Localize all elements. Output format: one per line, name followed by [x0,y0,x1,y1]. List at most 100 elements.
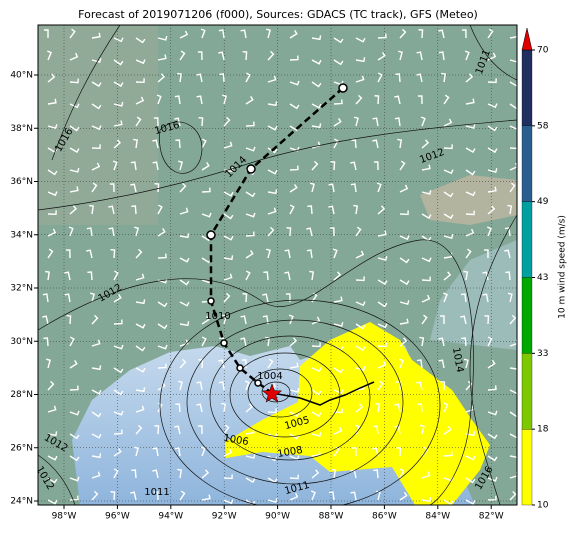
wind-barb [311,103,322,109]
wind-barb [267,189,278,195]
wind-barb [311,490,316,501]
wind-barb [42,315,49,325]
wind-barb [443,118,453,127]
wind-barb [113,389,124,396]
wind-barb [289,165,299,171]
wind-barb [416,359,423,369]
wind-barb [66,315,72,325]
wind-barb [69,336,75,347]
wind-barb [311,411,322,418]
wind-barb [91,389,102,395]
lon-label: 88°W [319,512,344,522]
wind-barb [465,380,473,391]
wind-barb [333,59,344,66]
wind-barb [419,424,425,435]
wind-barb [421,497,432,502]
lat-label: 32°N [10,284,33,294]
wind-barb [64,293,71,303]
wind-barb [157,204,163,215]
wind-barb [152,139,159,149]
wind-barb [267,101,278,107]
wind-barb [135,248,143,259]
wind-barb [223,273,233,281]
wind-barb [44,29,49,39]
wind-barb [285,293,291,303]
wind-barb [156,94,162,105]
wind-barb [113,367,124,374]
wind-barb [134,446,139,457]
wind-barb [179,257,190,263]
colorbar-label: 10 m wind speed (m/s) [558,215,568,319]
wind-barb [465,191,476,197]
wind-barb [266,28,271,39]
wind-barb [328,491,335,501]
wind-barb [179,301,190,307]
wind-barb [463,270,469,281]
wind-barb [487,78,497,84]
wind-barb [113,429,123,435]
wind-barb [245,121,255,127]
wind-barb [377,301,388,308]
wind-barb [421,213,432,220]
wind-barb [399,257,410,264]
isobar [159,299,441,505]
wind-barb [332,248,338,259]
wind-barb [267,226,275,237]
colorbar-tick-label: 49 [537,197,549,207]
lon-label: 96°W [105,512,130,522]
wind-barb [91,314,99,325]
wind-barb [153,491,159,501]
wind-barb [87,271,93,281]
wind-barb [465,147,476,154]
colorbar-tick-label: 58 [537,121,549,131]
wind-barb [460,293,467,303]
wind-barb [438,29,445,39]
wind-barb [91,453,102,459]
wind-barb [377,360,387,369]
wind-barb [47,124,58,130]
wind-barb [266,248,271,259]
wind-barb [351,139,357,149]
wind-barb [417,403,423,413]
wind-barb [201,315,210,325]
wind-barb [311,160,319,171]
wind-barb [91,162,101,171]
wind-barb [465,248,472,259]
wind-barb [399,28,407,39]
wind-barb [154,183,160,193]
wind-barb [113,344,124,350]
wind-barb [69,167,80,173]
wind-barb [487,410,498,416]
wind-barb [91,32,101,39]
wind-barb [154,425,160,435]
lon-label: 94°W [158,512,183,522]
wind-barb [91,144,101,150]
wind-barb [330,161,336,171]
wind-barbs [42,28,517,505]
isobar-label: 1004 [257,371,282,382]
wind-barb [69,186,79,193]
colorbar: 10 18 33 43 49 58 70 [521,27,549,511]
isobar-label: 1014 [450,347,465,374]
wind-barb [377,380,384,391]
wind-barb [463,358,469,369]
wind-barb [178,380,183,391]
wind-barb [289,55,299,61]
wind-barb [399,235,410,241]
wind-barb [487,52,497,61]
wind-barb [487,186,497,193]
wind-barb [333,99,343,105]
wind-barb [289,204,295,215]
wind-barb [113,294,122,303]
wind-barb [373,161,379,171]
lat-label: 36°N [10,177,33,187]
wind-barb [109,183,115,193]
wind-barb [438,359,445,369]
wind-barb [245,191,256,198]
wind-barb [47,98,57,105]
wind-barb [174,117,181,127]
wind-barb [179,30,189,39]
wind-barb [113,447,122,457]
wind-barb [201,469,210,479]
wind-barb [179,182,187,193]
